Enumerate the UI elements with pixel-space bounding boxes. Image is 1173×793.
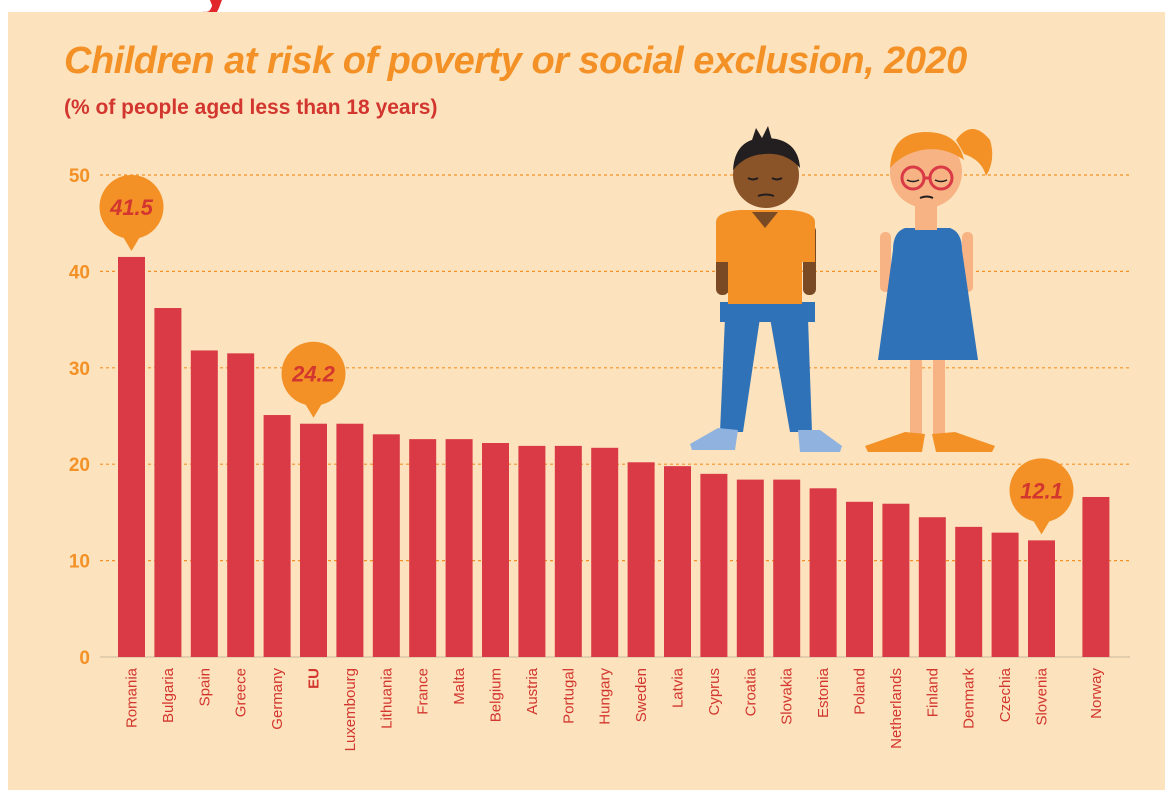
x-tick-label: Denmark [961, 668, 978, 729]
x-tick-label: Netherlands [888, 668, 905, 749]
callout-eu: 24.2 [281, 341, 346, 418]
bar-finland [918, 517, 946, 657]
data-label: 24.2 [291, 362, 336, 387]
x-tick-label: Croatia [742, 667, 759, 716]
x-tick-label: Czechia [997, 667, 1014, 722]
cropped-headline-text: y [200, 0, 231, 12]
bar-luxembourg [336, 423, 364, 657]
girl-icon [865, 129, 995, 452]
bar-malta [445, 439, 473, 657]
data-label: 41.5 [109, 195, 154, 220]
bars [118, 256, 1110, 657]
bar-france [409, 439, 437, 657]
x-tick-label: Portugal [560, 668, 577, 724]
bar-bulgaria [154, 308, 182, 657]
callout-romania: 41.5 [99, 174, 164, 251]
bar-cyprus [700, 473, 728, 657]
bar-estonia [809, 488, 837, 657]
x-tick-label: EU [306, 668, 323, 689]
x-tick-label: Hungary [597, 668, 614, 725]
callout-pointer [1032, 519, 1051, 535]
x-tick-label: Cyprus [706, 668, 723, 716]
bar-germany [263, 415, 291, 657]
y-tick-label: 10 [69, 552, 90, 573]
x-tick-label: Germany [269, 668, 286, 730]
bar-norway [1082, 496, 1110, 657]
x-tick-label: Lithuania [378, 667, 395, 729]
bar-eu [300, 423, 327, 657]
x-tick-label: Malta [451, 667, 468, 704]
callout-pointer [304, 402, 323, 418]
x-tick-label: Latvia [670, 667, 687, 708]
y-tick-label: 20 [69, 455, 90, 476]
bar-sweden [627, 462, 655, 657]
callout-bubble [99, 174, 164, 239]
bar-spain [190, 350, 218, 657]
bar-greece [227, 353, 255, 657]
x-tick-label: Austria [524, 667, 541, 714]
x-tick-label: Estonia [815, 667, 832, 718]
callout-bubble [281, 341, 346, 406]
bar-lithuania [372, 434, 400, 657]
bar-poland [846, 501, 873, 657]
chart-subtitle: (% of people aged less than 18 years) [64, 96, 438, 119]
callout-bubble [1009, 458, 1074, 523]
bar-slovenia [1028, 540, 1055, 657]
y-axis-ticks: 0 10 20 30 40 50 [69, 166, 90, 669]
bar-slovakia [773, 479, 801, 657]
x-axis-ticks: Romania Bulgaria Spain Greece Germany EU Luxem… [124, 667, 1105, 751]
bar-austria [518, 445, 546, 657]
x-tick-label: Slovenia [1034, 667, 1051, 725]
x-tick-label: Bulgaria [160, 667, 177, 723]
callouts: 41.5 24.2 12.1 [99, 174, 1074, 535]
bar-romania [118, 256, 145, 657]
y-tick-label: 50 [69, 166, 90, 187]
y-tick-label: 30 [69, 359, 90, 380]
bar-belgium [482, 442, 509, 657]
bar-hungary [591, 447, 619, 657]
bar-latvia [664, 466, 691, 657]
cropped-headline: y [0, 0, 1173, 12]
x-tick-label: Finland [924, 668, 941, 717]
x-tick-label: Norway [1088, 668, 1105, 719]
x-tick-label: Greece [233, 668, 250, 717]
boy-icon [690, 126, 842, 452]
bar-croatia [736, 479, 764, 657]
y-tick-label: 40 [69, 262, 90, 283]
x-tick-label: Poland [852, 668, 869, 715]
bar-denmark [955, 526, 983, 657]
chart-title: Children at risk of poverty or social ex… [64, 40, 967, 82]
bar-czechia [991, 532, 1019, 657]
callout-pointer [122, 235, 141, 251]
x-tick-label: Luxembourg [342, 668, 359, 751]
x-tick-label: Slovakia [779, 667, 796, 724]
x-tick-label: Romania [124, 667, 141, 728]
bar-portugal [554, 445, 582, 657]
bar-netherlands [882, 503, 910, 657]
x-tick-label: Spain [196, 668, 213, 706]
x-tick-label: France [415, 668, 432, 715]
x-tick-label: Sweden [633, 668, 650, 722]
callout-slovenia: 12.1 [1009, 458, 1074, 535]
x-tick-label: Belgium [488, 668, 505, 722]
y-tick-label: 0 [79, 648, 90, 669]
data-label: 12.1 [1020, 478, 1063, 503]
